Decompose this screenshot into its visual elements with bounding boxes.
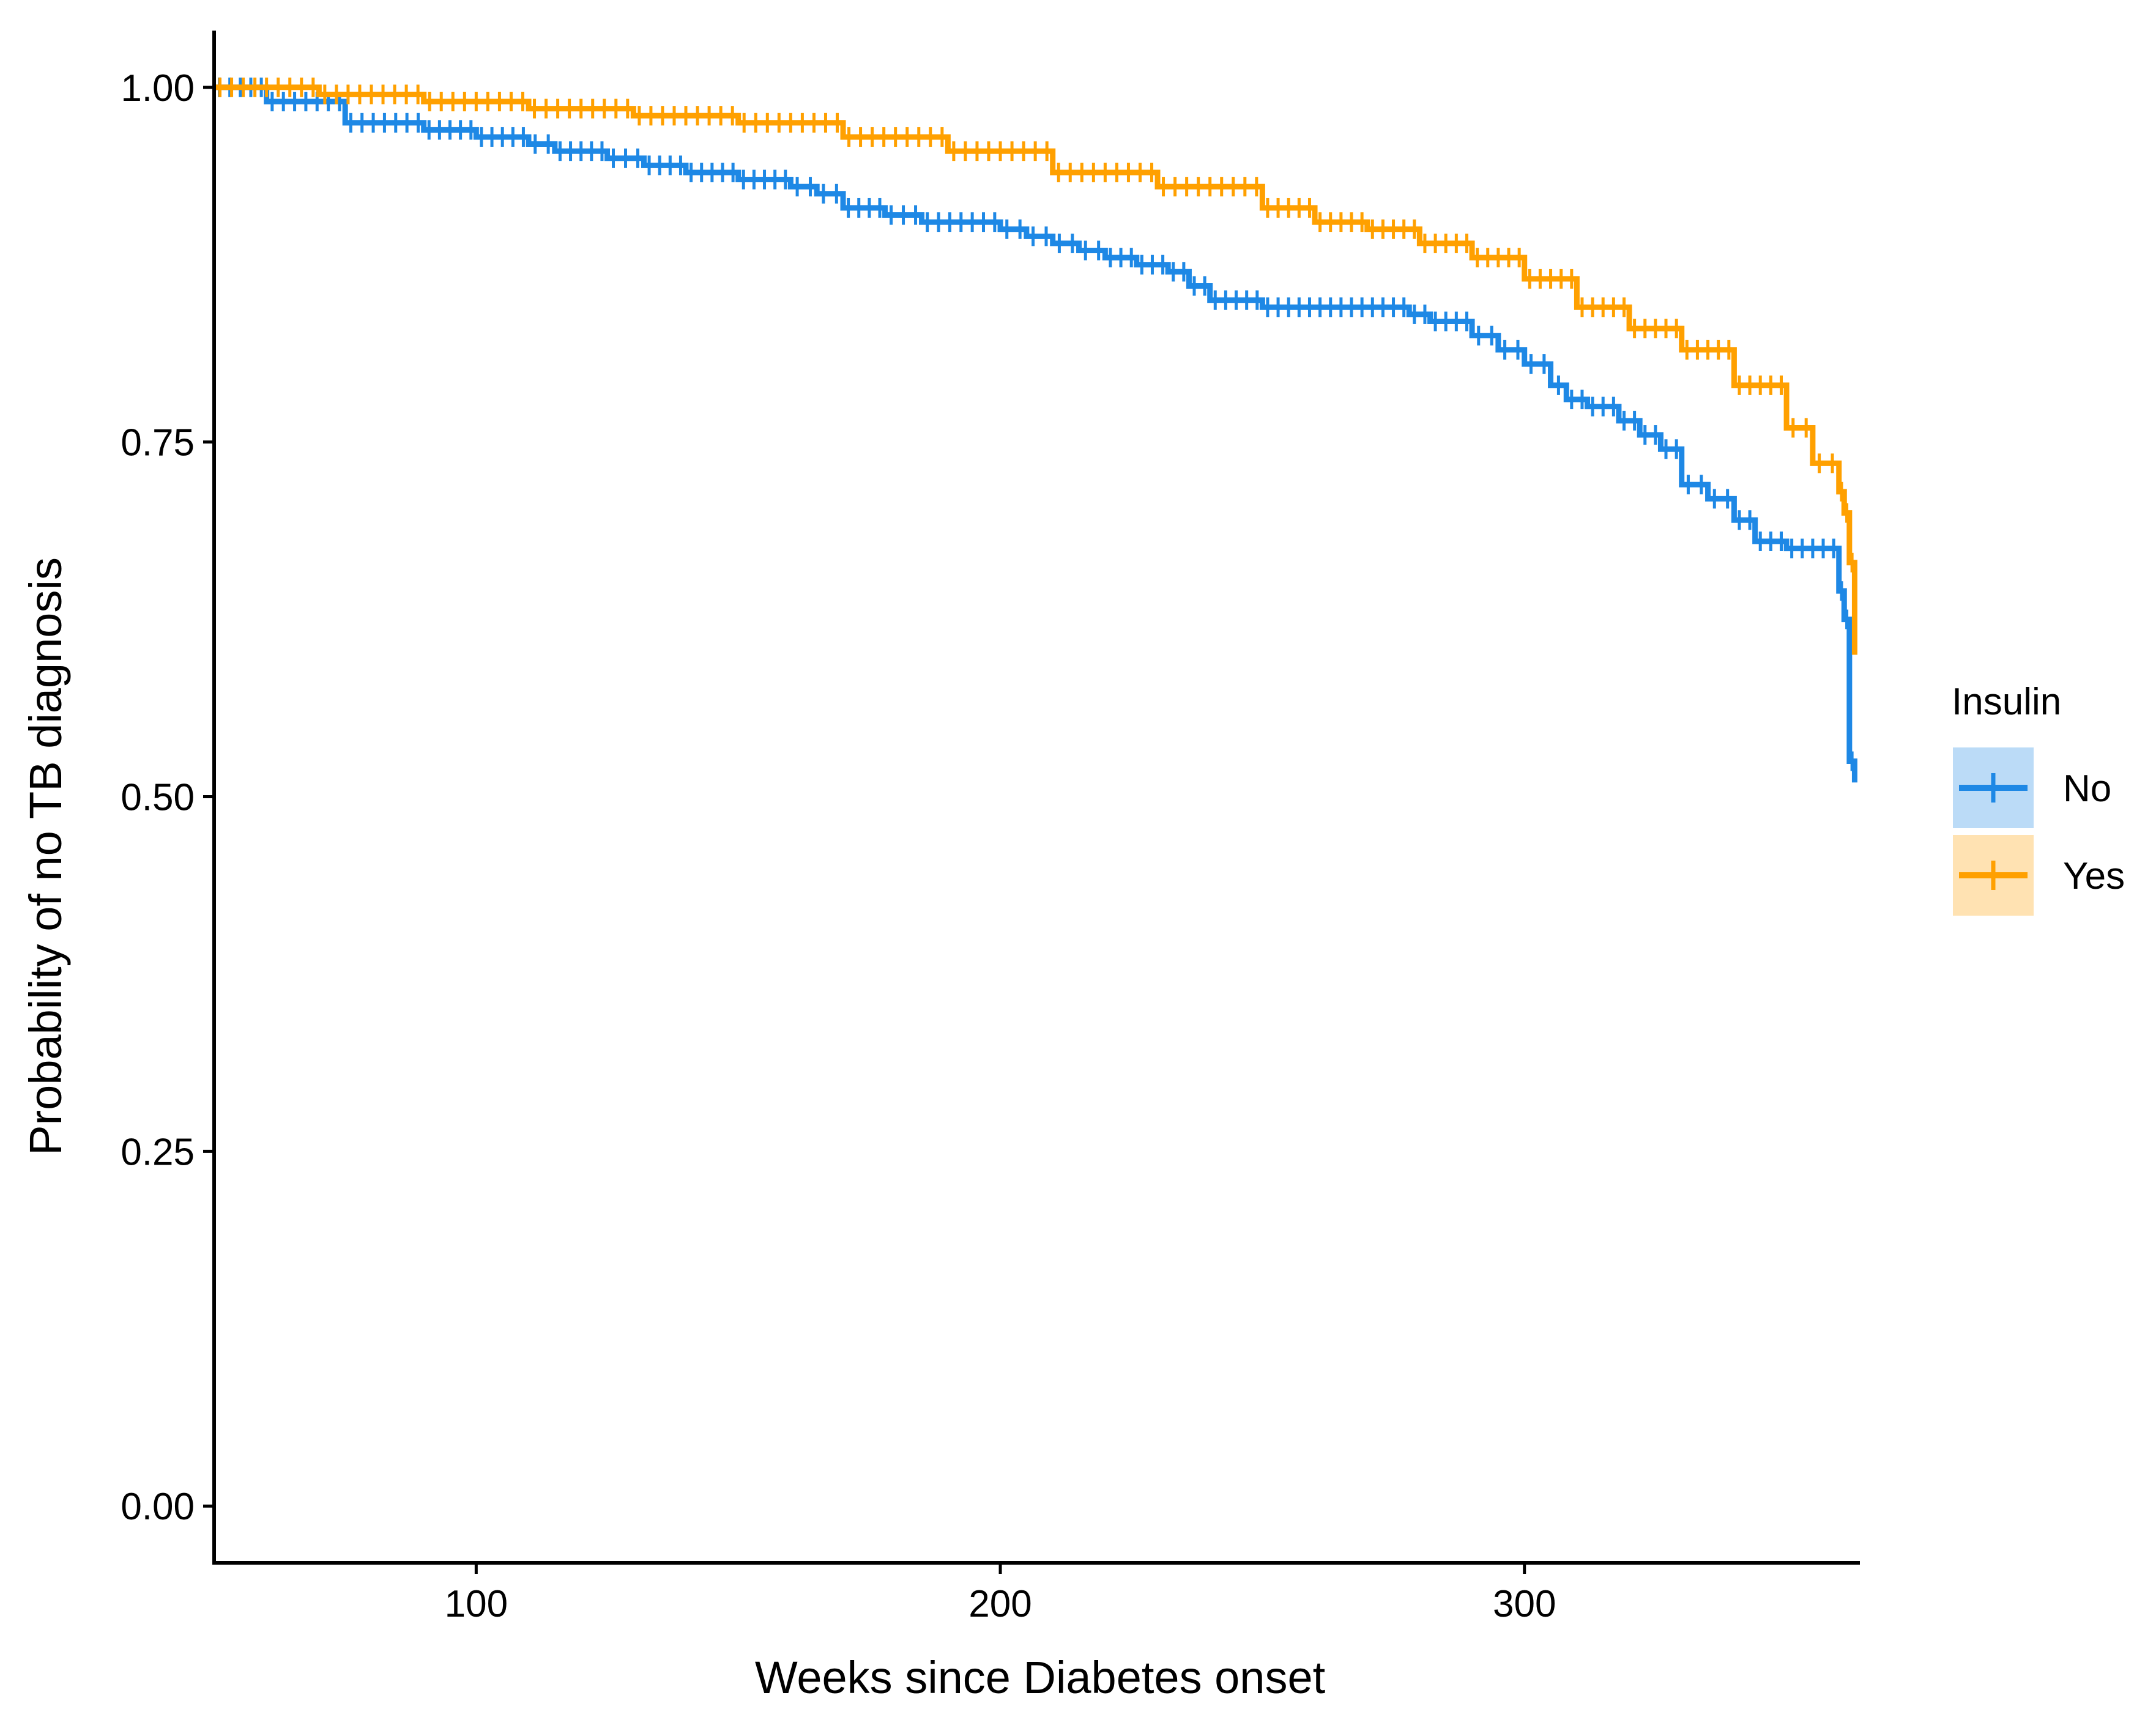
x-axis-title: Weeks since Diabetes onset <box>755 1652 1326 1703</box>
censor-marks-yes <box>218 77 1854 573</box>
axes: 0.00 0.25 0.50 0.75 1.00 100 200 300 <box>121 31 1860 1625</box>
series-line-yes <box>214 84 1857 655</box>
y-ticks: 0.00 0.25 0.50 0.75 1.00 <box>121 67 214 1528</box>
legend-label: Yes <box>2063 855 2125 897</box>
censor-marks-no <box>218 77 1854 771</box>
legend-items: No Yes <box>1953 747 2125 916</box>
x-tick-label: 300 <box>1493 1583 1556 1625</box>
series-no <box>214 77 1857 783</box>
series-yes <box>214 77 1857 655</box>
legend: Insulin No Yes <box>1952 681 2125 916</box>
x-tick-label: 200 <box>968 1583 1032 1625</box>
x-ticks: 100 200 300 <box>445 1563 1556 1625</box>
y-tick-label: 1.00 <box>121 67 195 109</box>
y-tick-label: 0.50 <box>121 777 195 819</box>
legend-item-yes: Yes <box>1953 835 2125 916</box>
y-tick-label: 0.75 <box>121 422 195 464</box>
series-line-no <box>214 84 1857 783</box>
y-tick-label: 0.25 <box>121 1131 195 1173</box>
y-axis-title: Probability of no TB diagnosis <box>20 557 71 1155</box>
legend-item-no: No <box>1953 747 2111 828</box>
legend-label: No <box>2063 768 2111 810</box>
plot-area <box>214 77 1857 783</box>
y-tick-label: 0.00 <box>121 1486 195 1528</box>
x-tick-label: 100 <box>445 1583 508 1625</box>
legend-title: Insulin <box>1952 681 2061 723</box>
